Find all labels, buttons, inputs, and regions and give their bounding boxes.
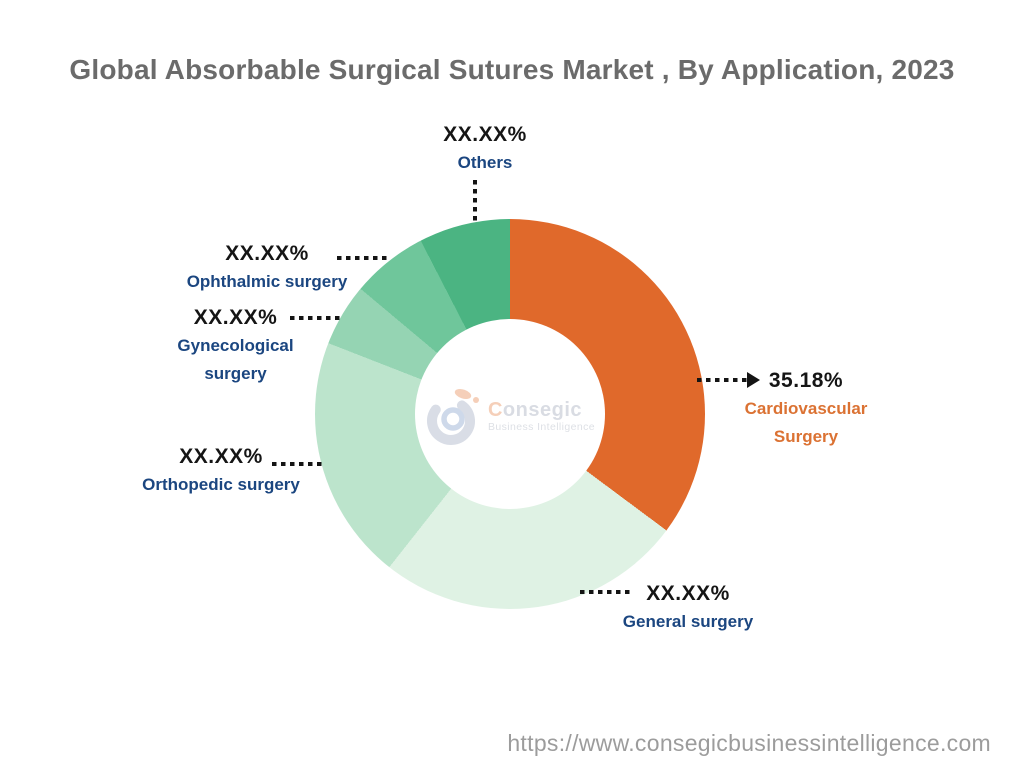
leader-line-ophthalmic xyxy=(337,256,389,260)
segment-label-others: Others xyxy=(457,153,513,173)
source-url: https://www.consegicbusinessintelligence… xyxy=(507,730,991,756)
callout-ophthalmic-surgery: XX.XX% Ophthalmic surgery xyxy=(166,241,368,296)
leader-line-cardiovascular xyxy=(697,378,747,382)
segment-value-cardiovascular: 35.18% xyxy=(768,369,844,392)
arrow-head-icon xyxy=(747,372,760,388)
segment-label-ophthalmic: Ophthalmic surgery xyxy=(186,272,348,292)
callout-cardiovascular-surgery: 35.18% Cardiovascular Surgery xyxy=(727,368,885,450)
leader-line-gynecological xyxy=(290,316,342,320)
segment-label-general: General surgery xyxy=(622,612,754,632)
chart-title: Global Absorbable Surgical Sutures Marke… xyxy=(69,54,955,85)
donut-chart: Consegic Business Intelligence xyxy=(315,219,705,609)
callout-general-surgery: XX.XX% General surgery xyxy=(598,581,778,636)
leader-line-general xyxy=(580,590,633,594)
logo-brand-name: Consegic xyxy=(488,399,595,421)
consegic-logo-watermark: Consegic Business Intelligence xyxy=(425,385,595,447)
segment-value-general: XX.XX% xyxy=(646,582,730,605)
consegic-logo-icon xyxy=(426,388,479,445)
callout-others: XX.XX% Others xyxy=(405,122,565,177)
segment-label-orthopedic: Orthopedic surgery xyxy=(142,475,300,495)
logo-tagline: Business Intelligence xyxy=(487,420,596,433)
segment-value-others: XX.XX% xyxy=(443,123,527,146)
logo-brand-rest: onsegic xyxy=(502,398,582,421)
segment-value-ophthalmic: XX.XX% xyxy=(225,242,309,265)
leader-line-orthopedic xyxy=(272,462,323,466)
callout-orthopedic-surgery: XX.XX% Orthopedic surgery xyxy=(120,444,322,499)
logo-brand-initial: C xyxy=(487,398,503,421)
segment-value-gynecological: XX.XX% xyxy=(193,306,278,329)
donut-hole: Consegic Business Intelligence xyxy=(415,319,605,509)
segment-label-gynecological: Gynecological surgery xyxy=(177,336,294,383)
segment-label-cardiovascular: Cardiovascular Surgery xyxy=(744,399,868,446)
segment-value-orthopedic: XX.XX% xyxy=(179,445,263,468)
leader-line-others xyxy=(473,180,477,224)
consegic-logo-text: Consegic Business Intelligence xyxy=(488,399,595,434)
callout-gynecological-surgery: XX.XX% Gynecological surgery xyxy=(158,305,313,387)
